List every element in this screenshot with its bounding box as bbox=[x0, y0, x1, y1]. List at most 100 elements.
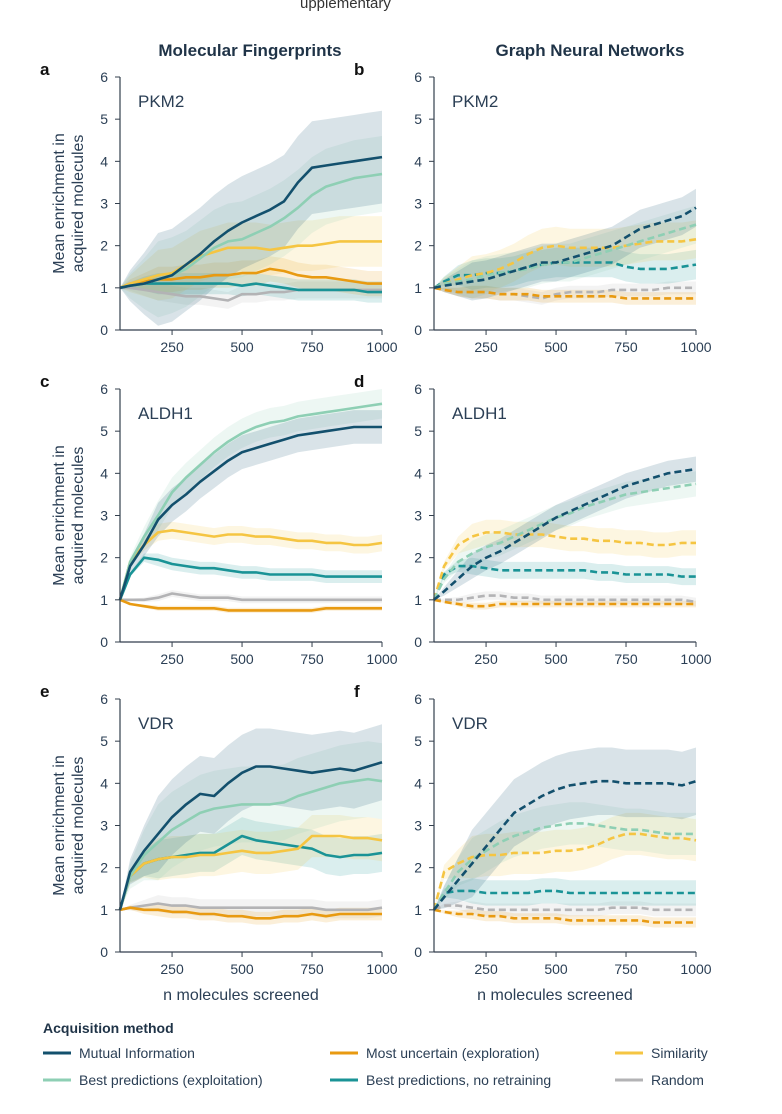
band-mu bbox=[434, 599, 696, 610]
x-tick-label: 500 bbox=[544, 651, 568, 667]
legend: Acquisition method Mutual Information Best… bbox=[43, 1020, 708, 1088]
series-lines bbox=[118, 761, 383, 920]
y-tick-label: 6 bbox=[100, 381, 108, 397]
band-sim bbox=[434, 812, 696, 910]
x-tick-label: 750 bbox=[614, 961, 638, 977]
series-line-mu bbox=[119, 598, 382, 612]
x-tick-label: 250 bbox=[474, 651, 498, 667]
x-tick-label: 500 bbox=[230, 961, 254, 977]
series-line-mi bbox=[119, 155, 383, 290]
x-tick-label: 1000 bbox=[680, 961, 711, 977]
y-tick-label: 1 bbox=[100, 592, 108, 608]
series-line-mi bbox=[118, 425, 382, 601]
column-title-fingerprints: Molecular Fingerprints bbox=[158, 41, 341, 60]
legend-label: Similarity bbox=[651, 1045, 708, 1061]
band-sim bbox=[120, 216, 382, 301]
y-tick-label: 0 bbox=[414, 322, 422, 338]
y-tick-label: 0 bbox=[100, 944, 108, 960]
x-tick-label: 250 bbox=[474, 339, 498, 355]
panel-target-label: VDR bbox=[138, 714, 174, 733]
y-axis-label-line: acquired molecules bbox=[70, 447, 87, 585]
series-line-rnd bbox=[120, 592, 382, 602]
x-tick-label: 500 bbox=[230, 339, 254, 355]
band-bnr bbox=[434, 557, 696, 600]
y-tick-label: 3 bbox=[414, 508, 422, 524]
panel-d: d 0 1 2 3 4 5 6 250 500 750 1000 ALDH1 bbox=[354, 372, 712, 667]
x-tick-label: 750 bbox=[300, 339, 324, 355]
y-axis-label-line: Mean enrichment in bbox=[51, 445, 68, 586]
y-tick-label: 3 bbox=[100, 196, 108, 212]
series-line-bnr bbox=[118, 556, 382, 601]
x-tick-label: 250 bbox=[160, 651, 184, 667]
confidence-bands bbox=[434, 456, 696, 610]
series-line-sim bbox=[433, 238, 697, 290]
series-line-bnr bbox=[119, 282, 382, 294]
series-line-mi bbox=[118, 761, 383, 911]
series-line-bp bbox=[433, 223, 697, 290]
x-tick-label: 250 bbox=[160, 339, 184, 355]
y-tick-label: 0 bbox=[414, 944, 422, 960]
y-axis-label-line: acquired molecules bbox=[70, 757, 87, 895]
band-mi bbox=[434, 747, 696, 910]
y-tick-label: 2 bbox=[414, 238, 422, 254]
x-tick-label: 750 bbox=[614, 339, 638, 355]
panel-letter: e bbox=[40, 682, 49, 701]
column-title-gnn: Graph Neural Networks bbox=[496, 41, 685, 60]
series-line-rnd bbox=[119, 902, 383, 912]
y-tick-label: 3 bbox=[414, 196, 422, 212]
panel-b: b 0 1 2 3 4 5 6 250 500 750 1000 PKM2 bbox=[354, 60, 712, 355]
y-tick-label: 1 bbox=[100, 280, 108, 296]
x-tick-label: 250 bbox=[474, 961, 498, 977]
confidence-bands bbox=[120, 724, 382, 925]
y-tick-label: 2 bbox=[100, 860, 108, 876]
y-tick-label: 2 bbox=[100, 238, 108, 254]
panel-target-label: ALDH1 bbox=[452, 404, 507, 423]
x-tick-label: 500 bbox=[544, 961, 568, 977]
panel-letter: f bbox=[354, 682, 360, 701]
band-bnr bbox=[120, 817, 382, 910]
series-line-sim bbox=[118, 528, 383, 601]
y-axis-label-line: Mean enrichment in bbox=[51, 133, 68, 274]
series-lines bbox=[432, 779, 697, 924]
series-line-mu bbox=[119, 906, 382, 920]
y-tick-label: 4 bbox=[100, 153, 108, 169]
y-tick-label: 1 bbox=[414, 902, 422, 918]
y-tick-label: 4 bbox=[100, 775, 108, 791]
y-axis-label: Mean enrichment in acquired molecules bbox=[51, 133, 87, 274]
y-tick-label: 2 bbox=[414, 550, 422, 566]
band-mi bbox=[434, 456, 696, 600]
panel-target-label: PKM2 bbox=[138, 92, 184, 111]
confidence-bands bbox=[434, 188, 696, 305]
panel-letter: b bbox=[354, 60, 364, 79]
legend-item-bnr: Best predictions, no retraining bbox=[330, 1072, 551, 1088]
y-tick-label: 5 bbox=[414, 423, 422, 439]
y-tick-label: 6 bbox=[414, 69, 422, 85]
y-tick-label: 0 bbox=[100, 634, 108, 650]
y-tick-label: 0 bbox=[414, 634, 422, 650]
panel-a: a 0 1 2 3 4 5 6 250 500 750 1000 PKM2 Mean enrichment… bbox=[40, 60, 398, 355]
x-tick-label: 500 bbox=[230, 651, 254, 667]
band-bp bbox=[434, 471, 696, 600]
y-tick-label: 2 bbox=[100, 550, 108, 566]
x-tick-label: 1000 bbox=[680, 651, 711, 667]
y-axis-label: Mean enrichment in acquired molecules bbox=[51, 445, 87, 586]
y-tick-label: 3 bbox=[414, 818, 422, 834]
y-tick-label: 6 bbox=[414, 381, 422, 397]
panel-target-label: VDR bbox=[452, 714, 488, 733]
series-lines bbox=[432, 467, 697, 608]
series-line-mi bbox=[433, 467, 697, 601]
x-tick-label: 750 bbox=[614, 651, 638, 667]
y-tick-label: 5 bbox=[100, 733, 108, 749]
band-bp bbox=[120, 389, 382, 600]
legend-item-bp: Best predictions (exploitation) bbox=[43, 1072, 263, 1088]
y-tick-label: 1 bbox=[100, 902, 108, 918]
legend-item-sim: Similarity bbox=[615, 1045, 708, 1061]
y-tick-label: 1 bbox=[414, 592, 422, 608]
x-tick-label: 1000 bbox=[680, 339, 711, 355]
panel-e: e 0 1 2 3 4 5 6 250 500 750 1000 VDR Mean enrichment … bbox=[40, 682, 398, 1004]
band-mi bbox=[120, 724, 382, 910]
band-bp bbox=[120, 741, 382, 910]
y-tick-label: 5 bbox=[414, 111, 422, 127]
series-lines bbox=[433, 206, 697, 300]
